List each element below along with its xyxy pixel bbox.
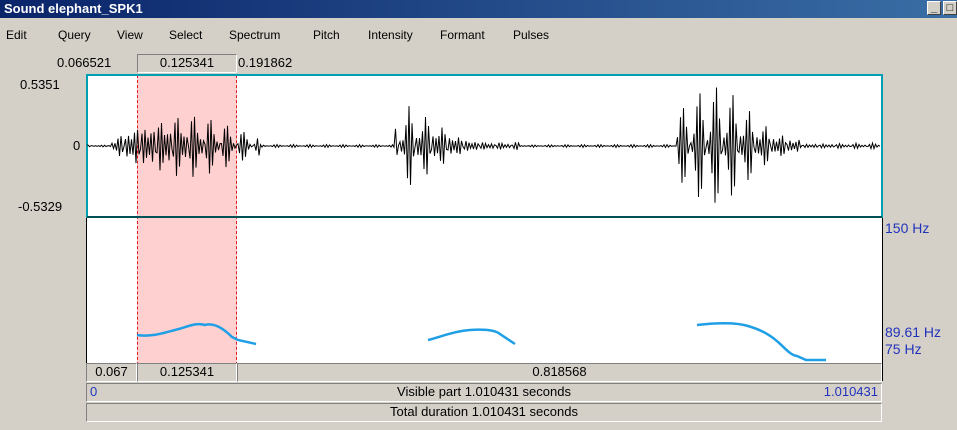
visible-part-label: Visible part 1.010431 seconds bbox=[397, 384, 571, 399]
left-segment-box[interactable]: 0.067 bbox=[86, 363, 137, 382]
menu-edit[interactable]: Edit bbox=[6, 28, 27, 42]
selection-start-cursor bbox=[137, 75, 138, 380]
waveform-trace bbox=[87, 87, 881, 203]
visible-start-label: 0 bbox=[90, 384, 98, 399]
menu-pitch[interactable]: Pitch bbox=[313, 28, 340, 42]
amplitude-min-label: -0.5329 bbox=[18, 199, 63, 214]
menu-query[interactable]: Query bbox=[58, 28, 91, 42]
minimize-button[interactable]: _ bbox=[927, 1, 941, 15]
selection-start-label: 0.066521 bbox=[57, 55, 112, 70]
menu-select[interactable]: Select bbox=[169, 28, 203, 42]
right-segment-box[interactable]: 0.818568 bbox=[237, 363, 882, 382]
waveform bbox=[87, 87, 881, 203]
selected-segment-box[interactable]: 0.125341 bbox=[137, 363, 237, 382]
total-duration-bar[interactable]: Total duration 1.010431 seconds bbox=[86, 403, 882, 422]
selection-duration-box[interactable]: 0.125341 bbox=[137, 54, 237, 73]
pitch-cursor-value-label: 89.61 Hz bbox=[885, 324, 942, 340]
amplitude-max-label: 0.5351 bbox=[20, 77, 60, 92]
menu-formant[interactable]: Formant bbox=[440, 28, 485, 42]
menu-spectrum[interactable]: Spectrum bbox=[229, 28, 281, 42]
amplitude-zero-label: 0 bbox=[73, 138, 81, 153]
pitch-contour bbox=[136, 322, 826, 362]
menu-bar: Edit Query View Select Spectrum Pitch In… bbox=[0, 28, 957, 46]
pitch-ceiling-label: 150 Hz bbox=[885, 220, 930, 236]
selection-highlight bbox=[137, 75, 237, 380]
visible-part-bar[interactable]: 0 Visible part 1.010431 seconds 1.010431 bbox=[86, 383, 882, 402]
window-title: Sound elephant_SPK1 bbox=[4, 1, 143, 16]
menu-intensity[interactable]: Intensity bbox=[368, 28, 413, 42]
menu-view[interactable]: View bbox=[117, 28, 143, 42]
title-bar: Sound elephant_SPK1 _ □ bbox=[0, 0, 957, 18]
pitch-floor-label: 75 Hz bbox=[885, 341, 922, 357]
menu-pulses[interactable]: Pulses bbox=[513, 28, 550, 42]
selection-end-label: 0.191862 bbox=[238, 55, 293, 70]
selection-end-cursor bbox=[236, 75, 237, 380]
visible-end-label: 1.010431 bbox=[823, 384, 878, 399]
